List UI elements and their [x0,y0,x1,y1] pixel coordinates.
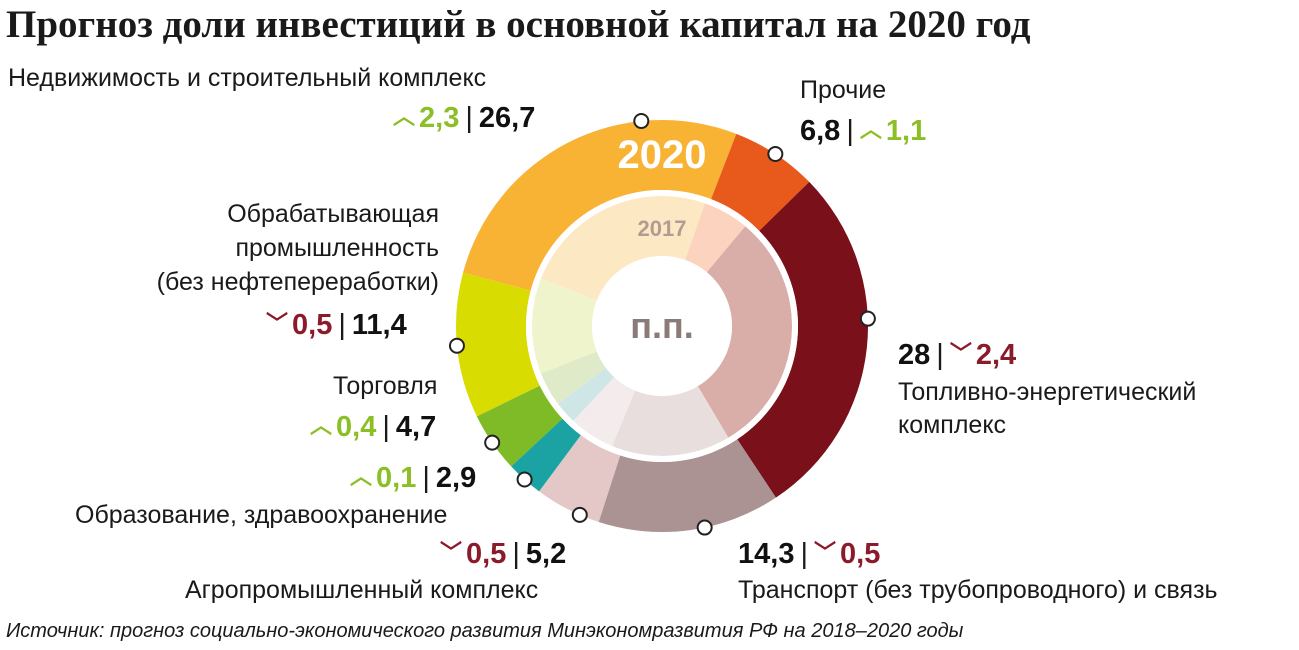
label-fuel-values: 28 | ﹀ 2,4 [898,336,1016,372]
label-trade-values: ︿ 0,4 | 4,7 [310,408,436,444]
inner-slice-transport [612,386,729,456]
up-arrow-icon: ︿ [393,104,416,129]
manuf-value: 11,4 [351,309,407,341]
inner-slice-trade [540,351,606,404]
outer-slice-agro [539,435,621,523]
manuf-change: 0,5 [292,309,333,341]
down-arrow-icon: ﹀ [440,540,463,565]
edu-value: 2,9 [435,462,477,494]
donut-hole [592,256,732,396]
label-manuf-name-2: промышленность [235,234,439,262]
realty-value: 26,7 [478,102,536,134]
inner-slice-fuel [697,226,792,438]
inner-slice-agro [573,377,636,447]
inner-slice-other [685,203,746,273]
inner-year-label: 2017 [638,216,687,241]
fuel-change: 2,4 [975,339,1017,371]
label-fuel-name-1: Топливно-энергетический [898,378,1197,406]
outer-slice-other [711,133,810,231]
transport-value: 14,3 [738,538,795,570]
label-manuf-name-3: (без нефтепереработки) [156,268,439,296]
inner-slice-edu [557,367,615,421]
other-value: 6,8 [800,115,841,147]
outer-slice-transport [598,439,776,532]
up-arrow-icon: ︿ [310,413,333,438]
label-manuf-name-1: Обрабатывающая [227,200,439,228]
transport-change: 0,5 [840,538,881,570]
ring-separator [526,190,798,462]
label-realty-name: Недвижимость и строительный комплекс [8,64,487,92]
fuel-value: 28 [898,339,931,371]
label-other-name: Прочие [800,76,887,104]
inner-ring [526,190,798,462]
label-transport-values: 14,3 | ﹀ 0,5 [738,535,880,571]
label-agro-values: ﹀ 0,5 | 5,2 [440,535,566,571]
down-arrow-icon: ﹀ [949,341,972,366]
leader-dot-edu [516,471,533,488]
chart-title: Прогноз доли инвестиций в основной капит… [6,3,1031,46]
label-realty-values: ︿ 2,3 | 26,7 [393,99,535,135]
label-manuf-values: ﹀ 0,5 | 11,4 [266,306,407,342]
leader-dot-manuf [448,337,465,354]
down-arrow-icon: ﹀ [266,311,289,336]
other-change: 1,1 [885,115,927,147]
outer-ring [456,120,868,532]
inner-slice-realty [541,196,706,301]
outer-slice-manuf [456,272,540,417]
trade-value: 4,7 [395,411,437,443]
leader-dot-fuel [859,310,876,327]
outer-year-label: 2020 [618,133,707,177]
center-label: п.п. [630,305,694,346]
label-other-values: 6,8 | ︿ 1,1 [800,112,926,148]
leader-dot-trade [484,434,501,451]
label-transport-name: Транспорт (без трубопроводного) и связь [738,576,1218,604]
outer-slice-realty [463,120,737,291]
label-edu-name: Образование, здравоохранение [75,501,448,529]
up-arrow-icon: ︿ [350,464,373,489]
agro-value: 5,2 [525,538,567,570]
label-edu-values: ︿ 0,1 | 2,9 [350,459,476,495]
down-arrow-icon: ﹀ [814,540,837,565]
label-trade-name: Торговля [333,372,438,400]
inner-slice-manuf [532,278,597,374]
leader-dot-other [767,145,784,162]
agro-change: 0,5 [466,538,507,570]
leader-dot-realty [633,113,650,130]
edu-change: 0,1 [376,462,417,494]
realty-change: 2,3 [419,102,460,134]
leader-dots [448,113,876,536]
up-arrow-icon: ︿ [859,117,882,142]
leader-dot-transport [696,519,713,536]
label-fuel-name-2: комплекс [898,411,1007,439]
label-agro-name: Агропромышленный комплекс [185,576,539,604]
trade-change: 0,4 [336,411,377,443]
leader-dot-agro [571,506,588,523]
source-note: Источник: прогноз социально-экономическо… [6,620,964,642]
outer-slice-fuel [737,181,868,498]
